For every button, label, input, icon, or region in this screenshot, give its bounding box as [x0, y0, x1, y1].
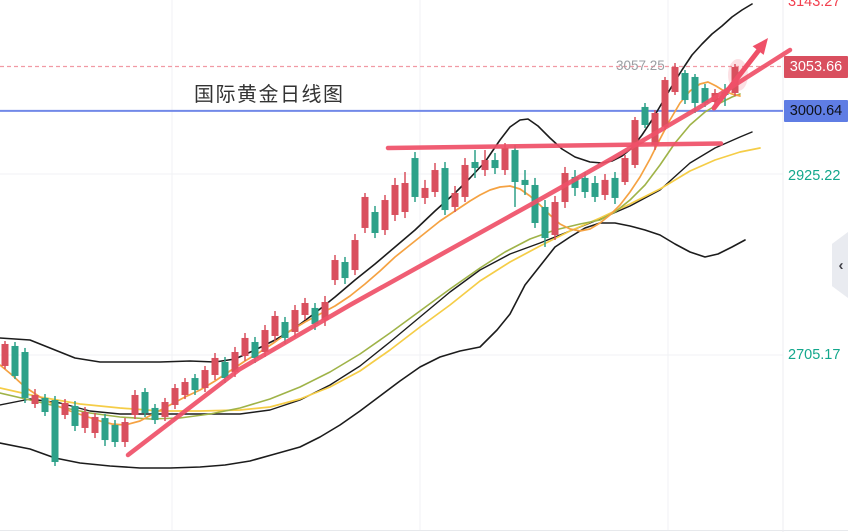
alert-price-badge: 3000.64 — [784, 99, 848, 122]
chevron-left-icon: ‹ — [838, 256, 844, 274]
axis-tick-2705: 2705.17 — [788, 347, 841, 363]
chart-title: 国际黄金日线图 — [194, 84, 345, 106]
day-high-label: 3057.25 — [616, 58, 665, 73]
axis-tick-2925: 2925.22 — [788, 168, 841, 185]
panel-collapse-tab[interactable]: ‹ — [832, 232, 848, 298]
current-price-badge: 3053.66 — [784, 56, 848, 78]
axis-label-high: 3143.27 — [788, 0, 841, 10]
